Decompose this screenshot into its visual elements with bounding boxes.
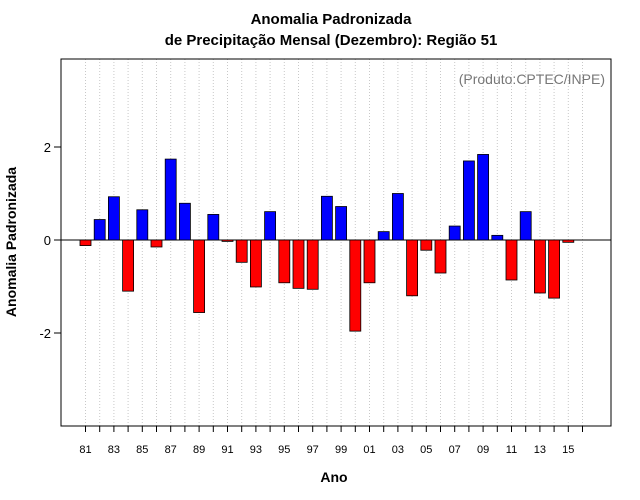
bar-2012 xyxy=(519,211,532,241)
bar-1981 xyxy=(79,239,92,246)
bar-1983 xyxy=(108,196,120,241)
bar-1998 xyxy=(320,195,333,241)
bars-group xyxy=(79,154,575,332)
x-tick-label: 83 xyxy=(108,444,120,456)
x-tick-label: 85 xyxy=(136,444,148,456)
y-tick-label: -2 xyxy=(39,326,51,341)
bar-1999 xyxy=(335,206,348,241)
chart-title-line2: de Precipitação Mensal (Dezembro): Regiã… xyxy=(165,32,498,49)
bar-2000 xyxy=(349,239,362,332)
bar-1991 xyxy=(221,239,234,242)
x-tick-label: 91 xyxy=(221,444,233,456)
bar-2003 xyxy=(391,193,404,241)
bar-2015 xyxy=(562,239,575,243)
y-axis-label: Anomalia Padronizada xyxy=(3,167,19,317)
bar-1996 xyxy=(292,239,305,289)
x-tick-label: 89 xyxy=(193,444,205,456)
bar-1995 xyxy=(278,239,291,284)
bar-2001 xyxy=(363,239,376,284)
bar-2007 xyxy=(448,225,461,241)
y-tick-label: 2 xyxy=(44,140,51,155)
x-tick-label: 93 xyxy=(250,444,262,456)
x-tick-label: 81 xyxy=(79,444,91,456)
bar-1990 xyxy=(207,214,220,241)
bar-2004 xyxy=(406,239,419,297)
bar-1984 xyxy=(122,239,134,292)
x-tick-label: 97 xyxy=(307,444,319,456)
x-tick-label: 07 xyxy=(449,444,461,456)
x-tick-label: 15 xyxy=(562,444,574,456)
x-tick-label: 11 xyxy=(506,444,517,456)
bar-1982 xyxy=(93,219,106,241)
bar-2010 xyxy=(491,234,504,241)
y-tick-label: 0 xyxy=(44,233,51,248)
bar-1986 xyxy=(150,239,163,248)
chart-title-line1: Anomalia Padronizada xyxy=(251,11,413,28)
bar-2013 xyxy=(534,239,546,294)
bar-2011 xyxy=(505,239,518,281)
bar-1985 xyxy=(136,209,149,241)
x-tick-label: 05 xyxy=(420,444,432,456)
bar-1997 xyxy=(306,239,319,290)
x-axis: 81 83 85 87 89 91 93 95 97 99 01 03 05 07 09 11 13 15 xyxy=(79,426,583,456)
bar-2014 xyxy=(548,239,560,299)
x-tick-label: 95 xyxy=(278,444,290,456)
bar-2008 xyxy=(462,160,475,241)
bar-1988 xyxy=(178,202,191,241)
bar-2009 xyxy=(477,154,490,241)
bar-1989 xyxy=(193,239,206,313)
bar-2005 xyxy=(420,239,433,251)
bar-1993 xyxy=(249,239,262,288)
bar-2002 xyxy=(377,231,390,241)
x-tick-label: 87 xyxy=(165,444,177,456)
x-tick-label: 01 xyxy=(363,444,375,456)
x-tick-label: 09 xyxy=(477,444,489,456)
x-axis-label: Ano xyxy=(320,469,347,485)
credit-text: (Produto:CPTEC/INPE) xyxy=(459,71,605,87)
bar-1987 xyxy=(164,158,177,241)
x-tick-label: 99 xyxy=(335,444,347,456)
bar-1992 xyxy=(235,239,248,263)
bar-1994 xyxy=(264,211,277,241)
plot-frame xyxy=(60,58,612,427)
y-axis: -2 0 2 xyxy=(39,140,61,341)
bar-2006 xyxy=(434,239,447,274)
x-tick-label: 03 xyxy=(392,444,404,456)
x-tick-label: 13 xyxy=(534,444,546,456)
